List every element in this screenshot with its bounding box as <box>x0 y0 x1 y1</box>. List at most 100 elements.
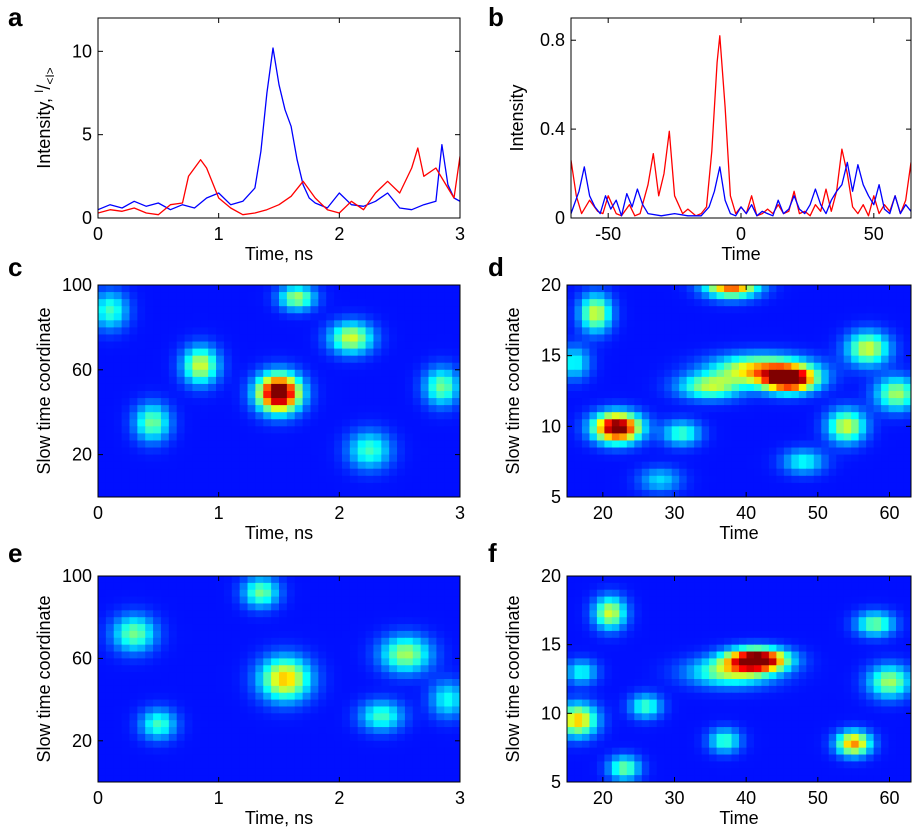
heatmap-cell <box>98 285 107 293</box>
heatmap-cell <box>223 320 233 328</box>
heatmap-cell <box>694 383 703 392</box>
heatmap-cell <box>626 589 635 598</box>
heatmap-cell <box>279 398 288 406</box>
heatmap-cell <box>129 440 138 449</box>
heatmap-cell <box>184 644 194 653</box>
heatmap-cell <box>753 482 763 491</box>
heatmap-cell <box>357 391 367 399</box>
heatmap-cell <box>694 376 703 385</box>
heatmap-cell <box>381 761 390 769</box>
heatmap-cell <box>121 582 131 591</box>
heatmap-cell <box>701 651 710 659</box>
heatmap-cell <box>589 355 598 364</box>
heatmap-cell <box>381 454 390 463</box>
y-tick-label: 15 <box>541 346 561 366</box>
heatmap-cell <box>341 334 351 343</box>
heatmap-cell <box>389 355 398 364</box>
heatmap-cell <box>397 433 406 442</box>
heatmap-cell <box>420 468 430 477</box>
heatmap-cell <box>444 624 453 632</box>
heatmap-cell <box>192 440 201 449</box>
heatmap-cell <box>452 419 460 427</box>
heatmap-cell <box>279 624 288 632</box>
heatmap-cell <box>420 720 430 728</box>
heatmap-cell <box>596 376 605 385</box>
heatmap-cell <box>420 576 430 584</box>
heatmap-cell <box>113 651 123 659</box>
heatmap-cell <box>709 362 718 371</box>
heatmap-cell <box>137 768 146 776</box>
heatmap-cell <box>279 576 288 584</box>
heatmap-cell <box>709 589 718 598</box>
heatmap-cell <box>145 706 154 714</box>
heatmap-cell <box>176 672 186 680</box>
heatmap-cell <box>664 320 673 328</box>
heatmap-cell <box>641 482 650 491</box>
heatmap-cell <box>105 383 115 392</box>
heatmap-cell <box>160 672 170 680</box>
heatmap-cell <box>596 482 605 491</box>
heatmap-cell <box>664 391 673 399</box>
heatmap-cell <box>200 747 209 756</box>
heatmap-cell <box>263 692 272 701</box>
heatmap-cell <box>208 685 217 694</box>
heatmap-cell <box>397 461 406 470</box>
heatmap-cell <box>694 419 703 427</box>
heatmap-cell <box>768 440 777 449</box>
heatmap-cell <box>294 775 304 782</box>
heatmap-cell <box>223 630 233 639</box>
heatmap-cell <box>581 348 591 357</box>
heatmap-cell <box>761 341 770 350</box>
heatmap-cell <box>334 391 343 399</box>
heatmap-cell <box>279 482 288 491</box>
heatmap-cell <box>806 482 815 491</box>
heatmap-cell <box>873 468 882 477</box>
heatmap-cell <box>611 285 620 293</box>
heatmap-cell <box>373 433 382 442</box>
heatmap-cell <box>341 576 351 584</box>
heatmap-cell <box>176 754 186 762</box>
heatmap-cell <box>404 576 414 584</box>
heatmap-cell <box>798 489 807 497</box>
heatmap-cell <box>604 419 613 427</box>
heatmap-cell <box>255 692 264 701</box>
heatmap-cell <box>626 334 635 343</box>
heatmap-cell <box>160 482 170 491</box>
heatmap-cell <box>326 740 335 749</box>
heatmap-cell <box>881 596 890 605</box>
heatmap-cell <box>452 685 460 694</box>
heatmap-cell <box>381 672 390 680</box>
heatmap-cell <box>851 651 860 659</box>
heatmap-cell <box>341 658 351 666</box>
heatmap-cell <box>589 292 598 300</box>
heatmap-cell <box>843 313 852 321</box>
heatmap-cell <box>776 299 785 307</box>
heatmap-cell <box>641 596 650 605</box>
heatmap-cell <box>349 630 359 639</box>
heatmap-cell <box>828 672 837 680</box>
heatmap-cell <box>444 482 453 491</box>
heatmap-cell <box>98 740 107 749</box>
heatmap-cell <box>341 391 351 399</box>
heatmap-cell <box>255 720 264 728</box>
heatmap-cell <box>341 454 351 463</box>
heatmap-cell <box>664 398 673 406</box>
heatmap-cell <box>858 334 867 343</box>
heatmap-cell <box>724 644 733 653</box>
heatmap-cell <box>881 482 890 491</box>
heatmap-cell <box>753 362 763 371</box>
heatmap-cell <box>145 306 154 314</box>
heatmap-cell <box>452 447 460 456</box>
heatmap-cell <box>365 658 375 666</box>
series-line-first <box>571 35 911 217</box>
heatmap-cell <box>168 362 178 371</box>
heatmap-cell <box>255 644 264 653</box>
heatmap-cell <box>452 489 460 497</box>
heatmap-cell <box>641 405 650 413</box>
heatmap-cell <box>452 747 460 756</box>
heatmap-cell <box>783 468 792 477</box>
heatmap-cell <box>231 665 241 673</box>
heatmap-cell <box>105 433 115 442</box>
heatmap-cell <box>843 391 852 399</box>
